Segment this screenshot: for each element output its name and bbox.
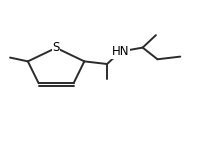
Text: HN: HN — [112, 45, 129, 58]
Text: S: S — [52, 41, 60, 54]
